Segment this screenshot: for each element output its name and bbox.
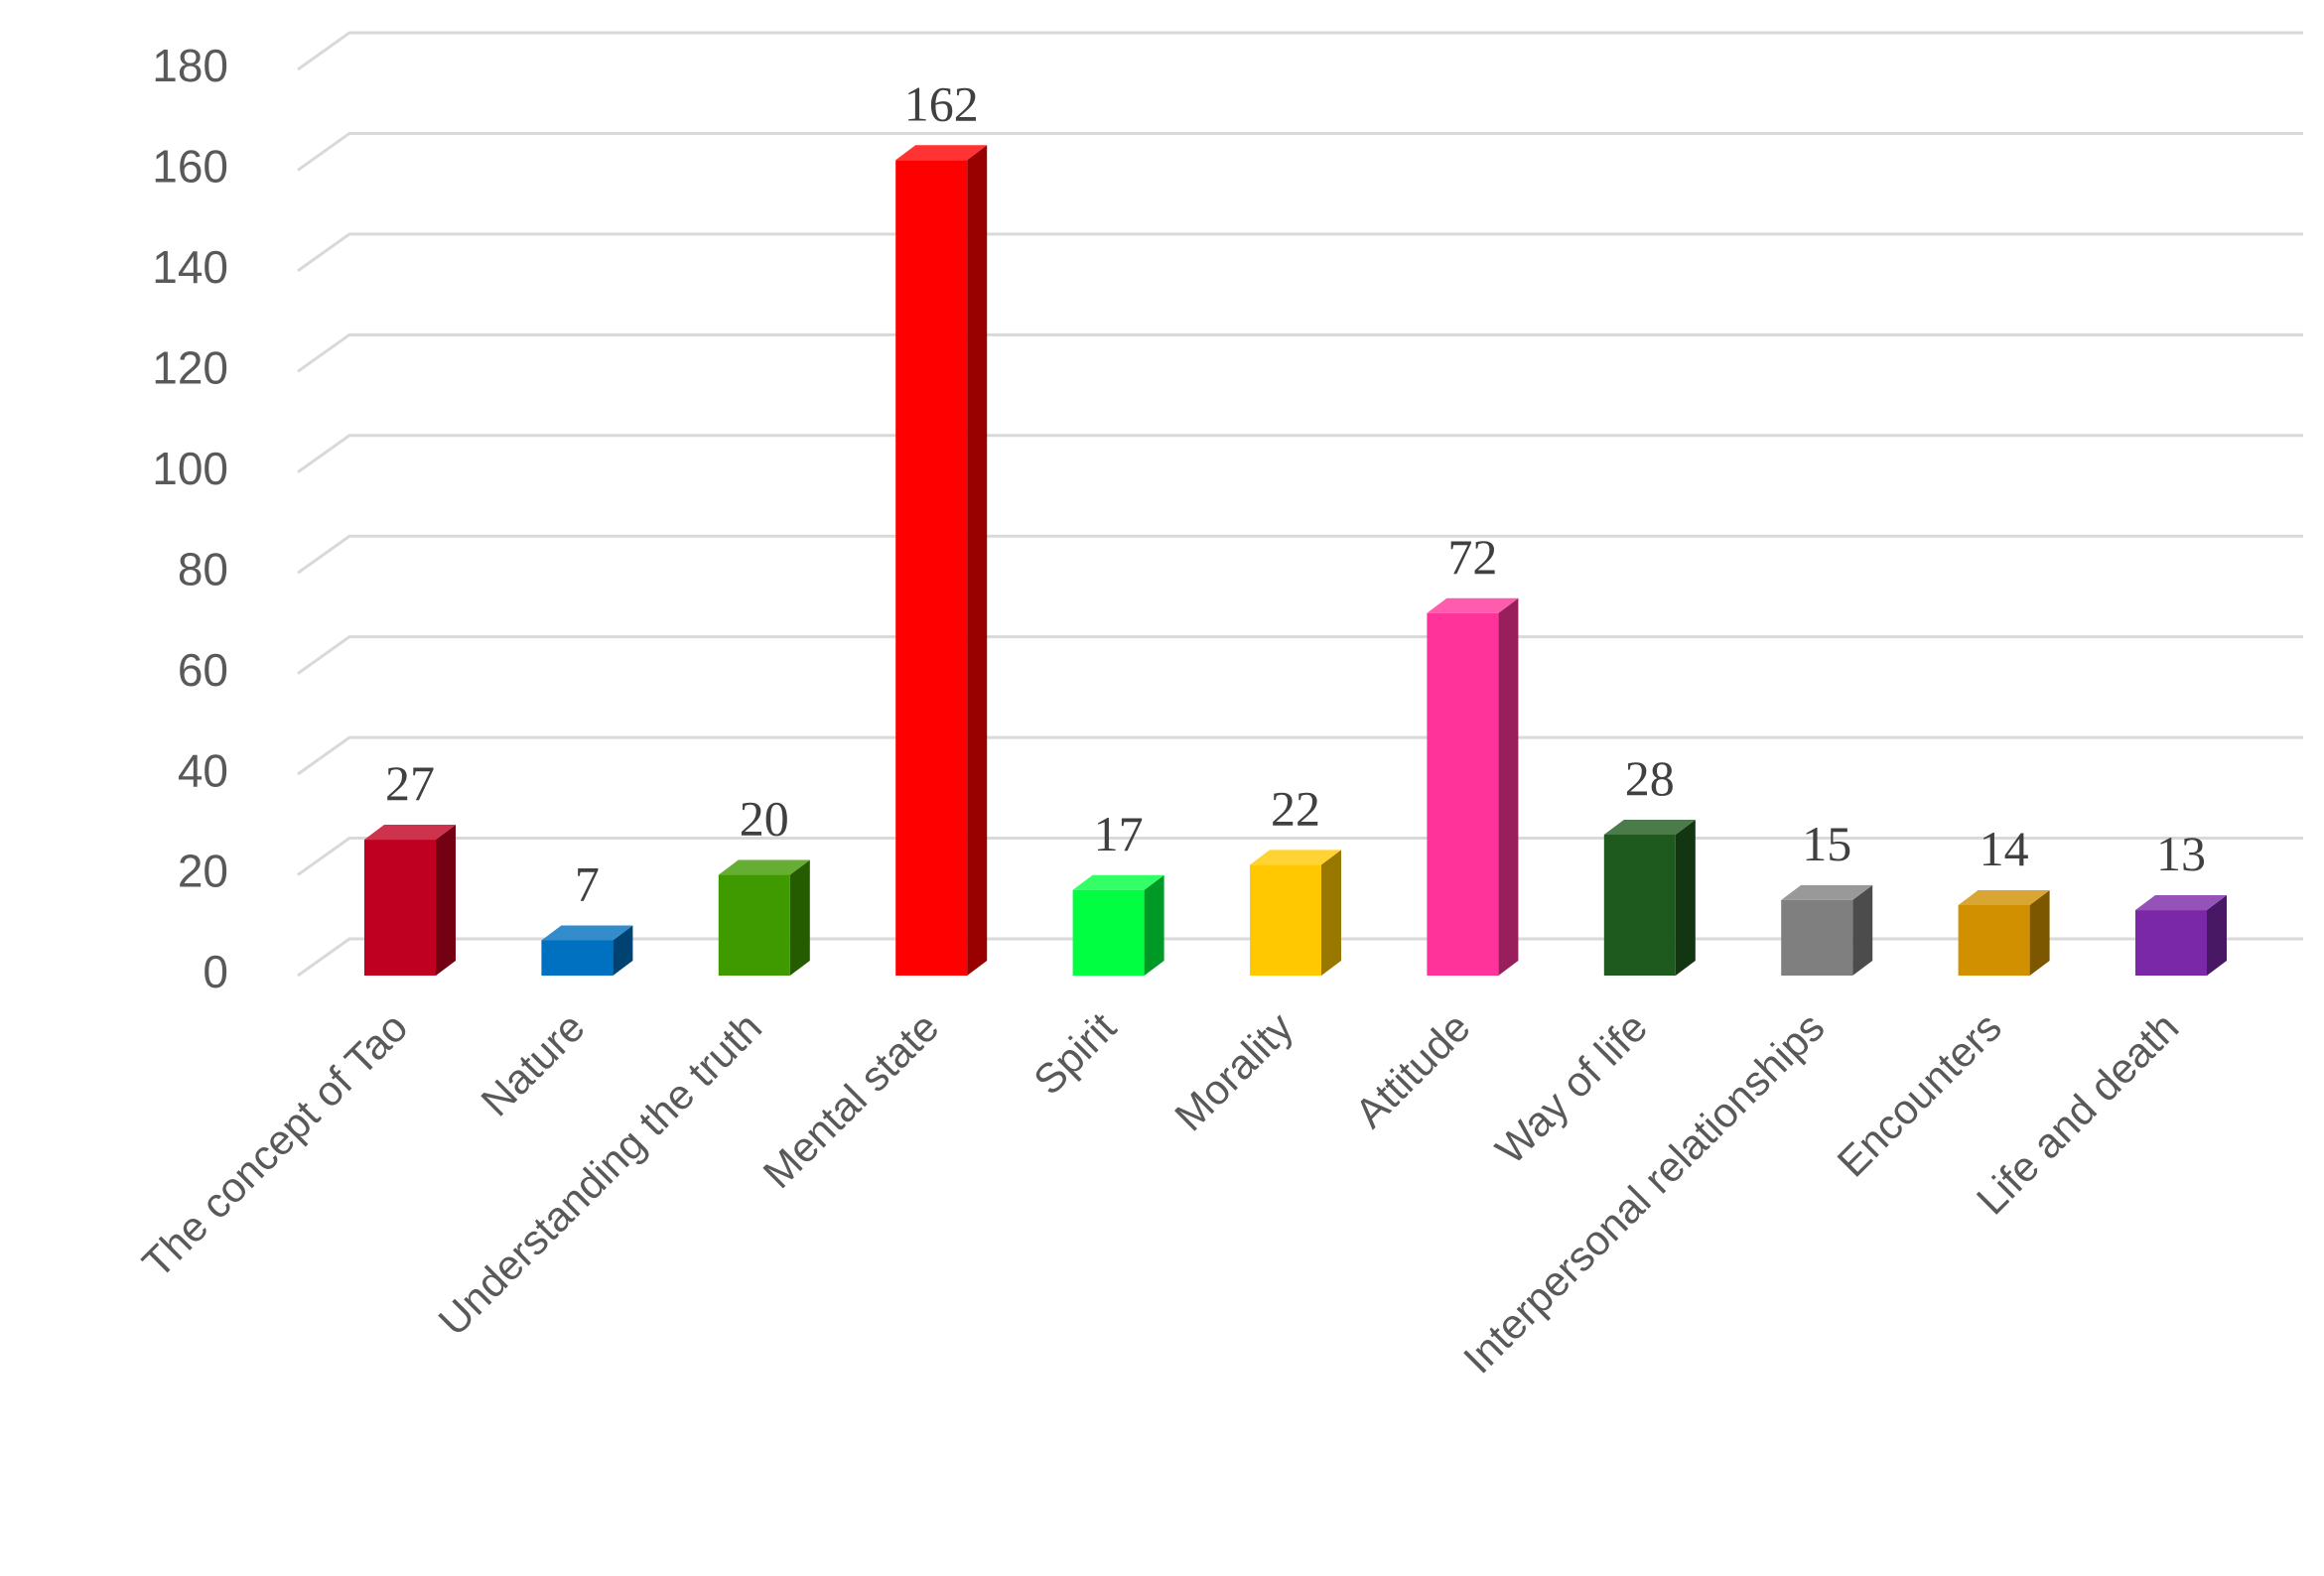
bar-side bbox=[967, 145, 988, 977]
y-tick-label: 0 bbox=[203, 946, 228, 997]
bar-top bbox=[1603, 819, 1696, 835]
bar-side bbox=[1498, 597, 1519, 976]
bar-side bbox=[2029, 889, 2050, 976]
y-tick-label: 80 bbox=[178, 543, 228, 594]
bar bbox=[1250, 864, 1321, 976]
value-label: 27 bbox=[385, 755, 435, 811]
x-tick-label: Attitude bbox=[1346, 1003, 1479, 1136]
y-tick-label: 20 bbox=[178, 846, 228, 897]
bar-side bbox=[1675, 819, 1696, 976]
bar bbox=[1603, 834, 1676, 976]
y-tick-label: 180 bbox=[152, 40, 228, 91]
x-tick-label: Way of life bbox=[1486, 1003, 1656, 1173]
bar-side bbox=[2207, 895, 2227, 976]
bar-side bbox=[1144, 874, 1164, 976]
bar-top bbox=[1781, 884, 1873, 900]
x-tick-label: Interpersonal relationships bbox=[1454, 1003, 1834, 1382]
x-tick-label: Nature bbox=[472, 1003, 593, 1124]
bar-top bbox=[1958, 889, 2050, 905]
value-label: 22 bbox=[1271, 780, 1320, 836]
bar-side bbox=[436, 825, 456, 976]
bar-side bbox=[1852, 884, 1873, 976]
bar bbox=[1072, 889, 1145, 976]
grid-line bbox=[297, 31, 2303, 71]
bar-top bbox=[1250, 850, 1341, 865]
x-tick-label: Understanding the truth bbox=[430, 1003, 771, 1345]
value-label: 14 bbox=[1980, 821, 2029, 876]
value-label: 7 bbox=[575, 855, 600, 911]
bar-side bbox=[613, 925, 633, 976]
bar bbox=[364, 840, 436, 976]
bar bbox=[1958, 904, 2030, 976]
x-tick-label: Mental state bbox=[754, 1003, 948, 1197]
bar bbox=[2135, 910, 2207, 976]
y-tick-label: 100 bbox=[152, 443, 228, 494]
value-label: 17 bbox=[1094, 806, 1144, 861]
bar-side bbox=[789, 859, 810, 976]
bar-top bbox=[895, 145, 988, 161]
value-label: 15 bbox=[1802, 816, 1851, 871]
bar-top bbox=[541, 925, 633, 941]
x-tick-label: Spirit bbox=[1025, 1003, 1125, 1104]
grid-line bbox=[297, 232, 2303, 273]
bar-top bbox=[718, 859, 810, 875]
y-tick-label: 40 bbox=[178, 744, 228, 796]
grid-line bbox=[297, 434, 2303, 473]
bar-side bbox=[1321, 850, 1341, 976]
y-tick-label: 140 bbox=[152, 241, 228, 293]
grid-line bbox=[297, 131, 2303, 172]
bar bbox=[1427, 612, 1499, 976]
grid-line bbox=[297, 735, 2303, 776]
bar bbox=[541, 940, 614, 976]
y-tick-label: 120 bbox=[152, 341, 228, 393]
bar bbox=[1781, 899, 1853, 976]
grid-line bbox=[297, 332, 2303, 373]
grid-line bbox=[297, 534, 2303, 575]
value-label: 13 bbox=[2156, 826, 2206, 881]
y-tick-label: 160 bbox=[152, 141, 228, 193]
x-tick-label: Morality bbox=[1165, 1003, 1301, 1139]
y-tick-label: 60 bbox=[178, 644, 228, 696]
x-tick-label: Encounters bbox=[1828, 1003, 2009, 1185]
grid-line bbox=[297, 635, 2303, 675]
bar-top bbox=[2135, 895, 2227, 911]
bar-top bbox=[364, 825, 456, 841]
bar-top bbox=[1072, 874, 1164, 890]
x-tick-label: The concept of Tao bbox=[133, 1003, 416, 1286]
value-label: 162 bbox=[904, 75, 979, 131]
bar-top bbox=[1427, 597, 1519, 613]
value-label: 72 bbox=[1447, 529, 1497, 585]
value-label: 20 bbox=[740, 791, 789, 847]
bar bbox=[895, 160, 968, 977]
value-label: 28 bbox=[1625, 750, 1675, 806]
bar bbox=[718, 874, 790, 976]
